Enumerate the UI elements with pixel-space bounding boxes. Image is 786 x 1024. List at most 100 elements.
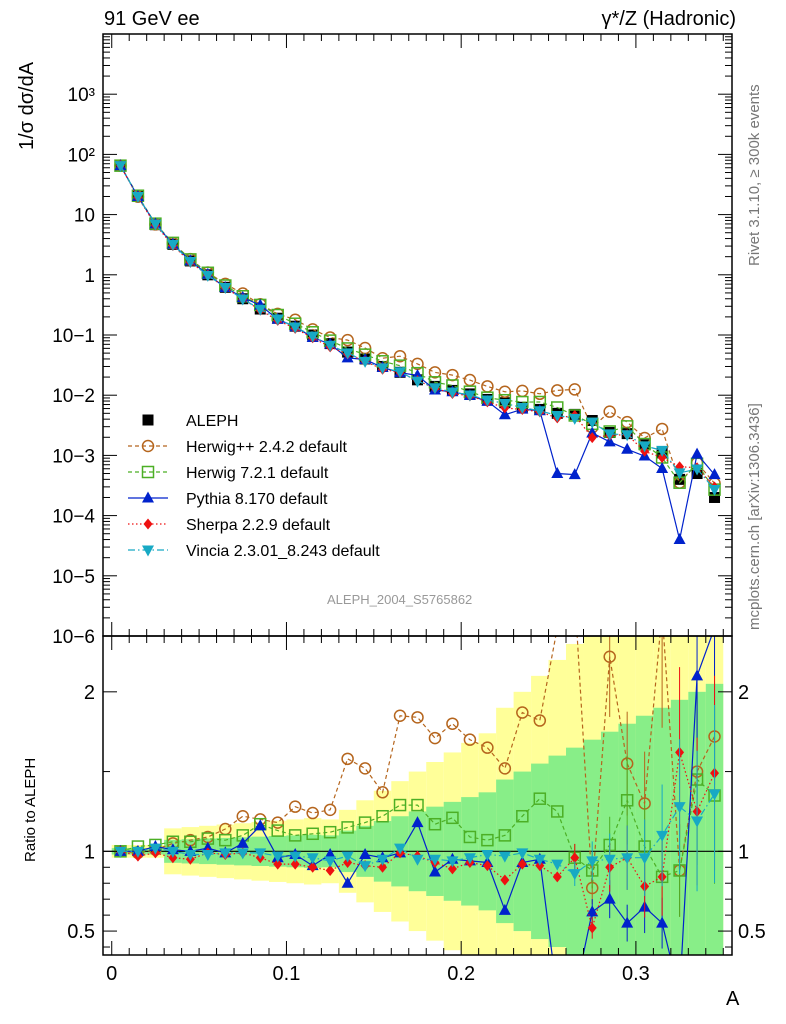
herwig--ratio-point bbox=[236, 809, 250, 823]
vincia-ratio-point bbox=[184, 850, 197, 862]
pythia-point bbox=[551, 467, 564, 479]
tick-labels: 0 0.1 0.2 0.3 10−6 10−5 10−4 10−3 10−2 10−1 1 10 10²… bbox=[52, 85, 766, 985]
sherpa-ratio-point bbox=[570, 852, 580, 864]
pythia-point bbox=[673, 533, 686, 545]
y-tick-label: 10−5 bbox=[52, 567, 95, 588]
ratio-tick-label-left: 1 bbox=[84, 841, 95, 863]
vincia-ratio-point bbox=[673, 802, 686, 814]
pythia-ratio-point bbox=[656, 916, 669, 928]
vincia-point bbox=[533, 406, 546, 418]
herwig7-ratio-point bbox=[446, 811, 459, 825]
sherpa-point bbox=[587, 432, 597, 444]
vincia-point bbox=[411, 376, 424, 388]
sherpa-ratio-point bbox=[290, 858, 300, 870]
herwig--ratio-point bbox=[446, 717, 459, 730]
legend-marker bbox=[141, 465, 155, 479]
vincia-point bbox=[446, 387, 459, 399]
vincia-point bbox=[341, 348, 354, 360]
herwig--ratio-point bbox=[393, 709, 407, 722]
herwig7-ratio-point bbox=[376, 809, 389, 823]
vincia-ratio-point bbox=[411, 854, 424, 866]
vincia-ratio-point bbox=[131, 846, 144, 858]
pythia-point bbox=[691, 447, 704, 459]
pythia-ratio-point bbox=[674, 988, 686, 999]
vincia-ratio-point bbox=[463, 853, 476, 865]
herwig--point bbox=[393, 349, 407, 363]
vincia-ratio-point bbox=[691, 816, 704, 828]
vincia-point bbox=[568, 413, 581, 425]
herwig--point bbox=[568, 383, 581, 396]
vincia-point bbox=[359, 356, 372, 368]
vincia-ratio-point bbox=[394, 843, 407, 855]
herwig--ratio-point bbox=[341, 752, 354, 766]
vincia-ratio-point bbox=[289, 851, 302, 863]
vincia-point bbox=[201, 270, 214, 282]
herwig7-ratio-point bbox=[306, 827, 319, 841]
vincia-ratio-point bbox=[516, 848, 529, 860]
vincia-ratio-point bbox=[306, 853, 319, 865]
herwig--main-line bbox=[119, 165, 715, 484]
vincia-point bbox=[551, 411, 564, 423]
y-tick-label: 10³ bbox=[68, 85, 95, 106]
vincia-point bbox=[516, 403, 529, 415]
legend-label: Pythia 8.170 default bbox=[186, 491, 328, 508]
ratio-uncertainty-bands bbox=[111, 636, 724, 955]
vincia-point bbox=[463, 390, 476, 402]
herwig7-ratio-point bbox=[411, 798, 424, 812]
sherpa-ratio-point bbox=[517, 858, 527, 870]
vincia-ratio-point bbox=[481, 850, 494, 862]
vincia-ratio-point bbox=[114, 846, 127, 858]
pythia-ratio-point bbox=[603, 892, 616, 904]
herwig--ratio-point bbox=[271, 816, 284, 829]
herwig--ratio-point bbox=[552, 623, 563, 634]
mcplots-credit-label: mcplots.cern.ch [arXiv:1306.3436] bbox=[746, 403, 763, 630]
vincia-ratio-point bbox=[324, 856, 337, 868]
vincia-ratio-point bbox=[446, 856, 459, 868]
pythia-point bbox=[708, 468, 721, 480]
legend-marker bbox=[142, 414, 154, 426]
vincia-point bbox=[131, 191, 144, 203]
x-axis-label: A bbox=[726, 988, 740, 1010]
herwig--point bbox=[620, 415, 634, 429]
y-tick-label: 10−6 bbox=[52, 627, 95, 648]
pythia-point bbox=[603, 435, 616, 447]
vincia-point bbox=[708, 484, 721, 496]
pythia-point bbox=[568, 468, 581, 480]
herwig--ratio-point bbox=[569, 591, 580, 602]
pythia-ratio-point bbox=[359, 848, 372, 860]
vincia-ratio-point bbox=[603, 854, 616, 866]
pythia-ratio-point bbox=[498, 903, 511, 915]
herwig--ratio-point bbox=[533, 714, 547, 727]
x-tick-label: 0.2 bbox=[447, 963, 475, 985]
herwig--point bbox=[533, 387, 547, 401]
x-tick-label: 0 bbox=[106, 963, 117, 985]
sherpa-ratio-point bbox=[587, 922, 597, 934]
herwig--ratio-point bbox=[603, 650, 616, 663]
y-tick-label: 1 bbox=[84, 266, 95, 287]
main-panel-series bbox=[114, 159, 721, 545]
herwig--ratio-point bbox=[498, 762, 512, 775]
vincia-ratio-point bbox=[219, 848, 232, 860]
pythia-ratio-point bbox=[569, 988, 581, 999]
pythia-ratio-point bbox=[586, 905, 599, 917]
vincia-point bbox=[656, 445, 669, 457]
vincia-ratio-point bbox=[656, 830, 669, 842]
legend-marker bbox=[142, 491, 154, 503]
herwig--ratio-point bbox=[358, 762, 372, 775]
ratio-tick-label-left: 0.5 bbox=[67, 921, 95, 943]
vincia-ratio-point bbox=[236, 848, 249, 860]
y-tick-label: 10−3 bbox=[52, 446, 95, 467]
legend: ALEPH Herwig++ 2.4.2 default Herwig 7.2.1 … bbox=[128, 413, 380, 560]
herwig7-ratio-point bbox=[463, 830, 477, 844]
pythia-ratio-point bbox=[411, 816, 424, 828]
legend-label: Vincia 2.3.01_8.243 default bbox=[186, 543, 380, 560]
vincia-point bbox=[149, 219, 162, 231]
herwig7-ratio-point bbox=[323, 825, 337, 839]
pythia-ratio-point bbox=[691, 669, 704, 681]
ratio-tick-label-right: 0.5 bbox=[738, 921, 766, 943]
vincia-point bbox=[394, 367, 407, 379]
vincia-point bbox=[166, 239, 179, 251]
herwig--ratio-point bbox=[323, 803, 337, 817]
herwig--point bbox=[341, 333, 354, 347]
